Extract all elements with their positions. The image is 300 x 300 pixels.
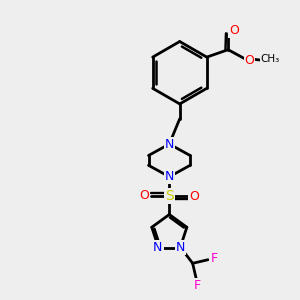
Text: N: N xyxy=(153,241,163,254)
Text: O: O xyxy=(189,190,199,203)
Text: S: S xyxy=(165,189,174,203)
Text: F: F xyxy=(194,279,201,292)
Text: F: F xyxy=(211,252,218,265)
Text: N: N xyxy=(165,170,174,183)
Text: O: O xyxy=(229,24,239,37)
Text: O: O xyxy=(140,189,149,202)
Text: O: O xyxy=(244,54,254,67)
Text: CH₃: CH₃ xyxy=(261,55,280,64)
Text: N: N xyxy=(165,138,174,151)
Text: N: N xyxy=(176,241,185,254)
